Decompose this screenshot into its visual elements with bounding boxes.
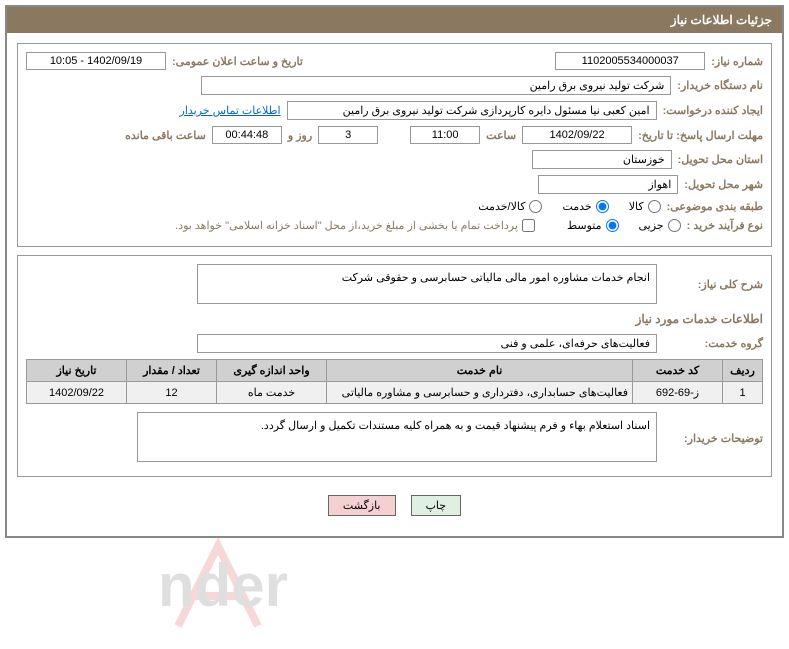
radio-goods-input[interactable] xyxy=(648,200,661,213)
td-code: ز-69-692 xyxy=(633,382,723,404)
print-button[interactable]: چاپ xyxy=(411,495,462,516)
radio-service-label: خدمت xyxy=(562,200,591,213)
svg-text:ria Tender: ria Tender xyxy=(158,552,288,619)
need-number-label: شماره نیاز: xyxy=(711,55,763,68)
radio-service[interactable]: خدمت xyxy=(562,200,608,213)
purchase-type-radio-group: جزیی متوسط xyxy=(567,219,681,232)
buyer-notes-label: توضیحات خریدار: xyxy=(663,412,763,445)
th-unit: واحد اندازه گیری xyxy=(217,360,327,382)
th-row: ردیف xyxy=(723,360,763,382)
radio-medium[interactable]: متوسط xyxy=(567,219,619,232)
payment-note: پرداخت تمام یا بخشی از مبلغ خرید،از محل … xyxy=(175,219,518,232)
header-title: جزئیات اطلاعات نیاز xyxy=(671,13,772,27)
panel-header: جزئیات اطلاعات نیاز xyxy=(7,7,782,33)
payment-checkbox-wrap[interactable]: پرداخت تمام یا بخشی از مبلغ خرید،از محل … xyxy=(175,219,535,232)
watermark: ria Tender xyxy=(158,526,658,649)
buyer-org-label: نام دستگاه خریدار: xyxy=(677,79,763,92)
radio-minor[interactable]: جزیی xyxy=(639,219,681,232)
radio-service-input[interactable] xyxy=(596,200,609,213)
requester-label: ایجاد کننده درخواست: xyxy=(663,104,763,117)
radio-medium-label: متوسط xyxy=(567,219,602,232)
content-area: شماره نیاز: 1102005534000037 تاریخ و ساع… xyxy=(7,33,782,536)
service-group-value: فعالیت‌های حرفه‌ای، علمی و فنی xyxy=(197,334,657,353)
services-info-label: اطلاعات خدمات مورد نیاز xyxy=(26,312,763,326)
td-unit: خدمت ماه xyxy=(217,382,327,404)
city-value: اهواز xyxy=(538,175,678,194)
response-date-value: 1402/09/22 xyxy=(522,126,632,144)
td-name: فعالیت‌های حسابداری، دفترداری و حسابرسی … xyxy=(327,382,633,404)
services-table: ردیف کد خدمت نام خدمت واحد اندازه گیری ت… xyxy=(26,359,763,404)
requester-value: امین کعبی نیا مسئول دایره کارپردازی شرکت… xyxy=(287,101,657,120)
td-date: 1402/09/22 xyxy=(27,382,127,404)
table-row: 1 ز-69-692 فعالیت‌های حسابداری، دفترداری… xyxy=(27,382,763,404)
days-count-value: 3 xyxy=(318,126,378,144)
row-service-group: گروه خدمت: فعالیت‌های حرفه‌ای، علمی و فن… xyxy=(26,334,763,353)
general-desc-label: شرح کلی نیاز: xyxy=(663,278,763,291)
time-label: ساعت xyxy=(486,129,516,142)
info-panel-1: شماره نیاز: 1102005534000037 تاریخ و ساع… xyxy=(17,43,772,247)
table-header-row: ردیف کد خدمت نام خدمت واحد اندازه گیری ت… xyxy=(27,360,763,382)
th-date: تاریخ نیاز xyxy=(27,360,127,382)
row-city: شهر محل تحویل: اهواز xyxy=(26,175,763,194)
th-name: نام خدمت xyxy=(327,360,633,382)
td-qty: 12 xyxy=(127,382,217,404)
row-purchase-type: نوع فرآیند خرید : جزیی متوسط پرداخت تمام… xyxy=(26,219,763,232)
row-category: طبقه بندی موضوعی: کالا خدمت کالا/خدمت xyxy=(26,200,763,213)
category-label: طبقه بندی موضوعی: xyxy=(667,200,763,213)
row-need-number: شماره نیاز: 1102005534000037 تاریخ و ساع… xyxy=(26,52,763,70)
buyer-org-value: شرکت تولید نیروی برق رامین xyxy=(201,76,671,95)
contact-link[interactable]: اطلاعات تماس خریدار xyxy=(180,104,281,117)
province-value: خوزستان xyxy=(532,150,672,169)
radio-goods-service-input[interactable] xyxy=(529,200,542,213)
radio-goods-service[interactable]: کالا/خدمت xyxy=(478,200,542,213)
deadline-label: مهلت ارسال پاسخ: تا تاریخ: xyxy=(638,129,763,142)
radio-goods-label: کالا xyxy=(629,200,644,213)
th-qty: تعداد / مقدار xyxy=(127,360,217,382)
row-requester: ایجاد کننده درخواست: امین کعبی نیا مسئول… xyxy=(26,101,763,120)
info-panel-2: ria Tender شرح کلی نیاز: انجام خدمات مشا… xyxy=(17,255,772,477)
days-and-label: روز و xyxy=(288,129,312,142)
remaining-label: ساعت باقی مانده xyxy=(125,129,206,142)
row-buyer-notes: توضیحات خریدار: اسناد استعلام بهاء و فرم… xyxy=(26,412,763,462)
need-number-value: 1102005534000037 xyxy=(555,52,705,70)
radio-minor-input[interactable] xyxy=(668,219,681,232)
button-bar: چاپ بازگشت xyxy=(17,485,772,526)
radio-medium-input[interactable] xyxy=(606,219,619,232)
announce-datetime-value: 1402/09/19 - 10:05 xyxy=(26,52,166,70)
th-code: کد خدمت xyxy=(633,360,723,382)
radio-goods-service-label: کالا/خدمت xyxy=(478,200,525,213)
countdown-value: 00:44:48 xyxy=(212,126,282,144)
row-province: استان محل تحویل: خوزستان xyxy=(26,150,763,169)
row-buyer-org: نام دستگاه خریدار: شرکت تولید نیروی برق … xyxy=(26,76,763,95)
purchase-type-label: نوع فرآیند خرید : xyxy=(687,219,763,232)
buyer-notes-value: اسناد استعلام بهاء و فرم پیشنهاد قیمت و … xyxy=(137,412,657,462)
row-general-desc: شرح کلی نیاز: انجام خدمات مشاوره امور ما… xyxy=(26,264,763,304)
province-label: استان محل تحویل: xyxy=(678,153,763,166)
radio-goods[interactable]: کالا xyxy=(629,200,661,213)
td-row: 1 xyxy=(723,382,763,404)
announce-datetime-label: تاریخ و ساعت اعلان عمومی: xyxy=(172,55,303,68)
main-container: جزئیات اطلاعات نیاز شماره نیاز: 11020055… xyxy=(5,5,784,538)
category-radio-group: کالا خدمت کالا/خدمت xyxy=(478,200,660,213)
radio-minor-label: جزیی xyxy=(639,219,664,232)
city-label: شهر محل تحویل: xyxy=(684,178,763,191)
service-group-label: گروه خدمت: xyxy=(663,337,763,350)
row-deadline: مهلت ارسال پاسخ: تا تاریخ: 1402/09/22 سا… xyxy=(26,126,763,144)
general-desc-value: انجام خدمات مشاوره امور مالی مالیاتی حسا… xyxy=(197,264,657,304)
back-button[interactable]: بازگشت xyxy=(328,495,396,516)
response-time-value: 11:00 xyxy=(410,126,480,144)
payment-checkbox[interactable] xyxy=(522,219,535,232)
